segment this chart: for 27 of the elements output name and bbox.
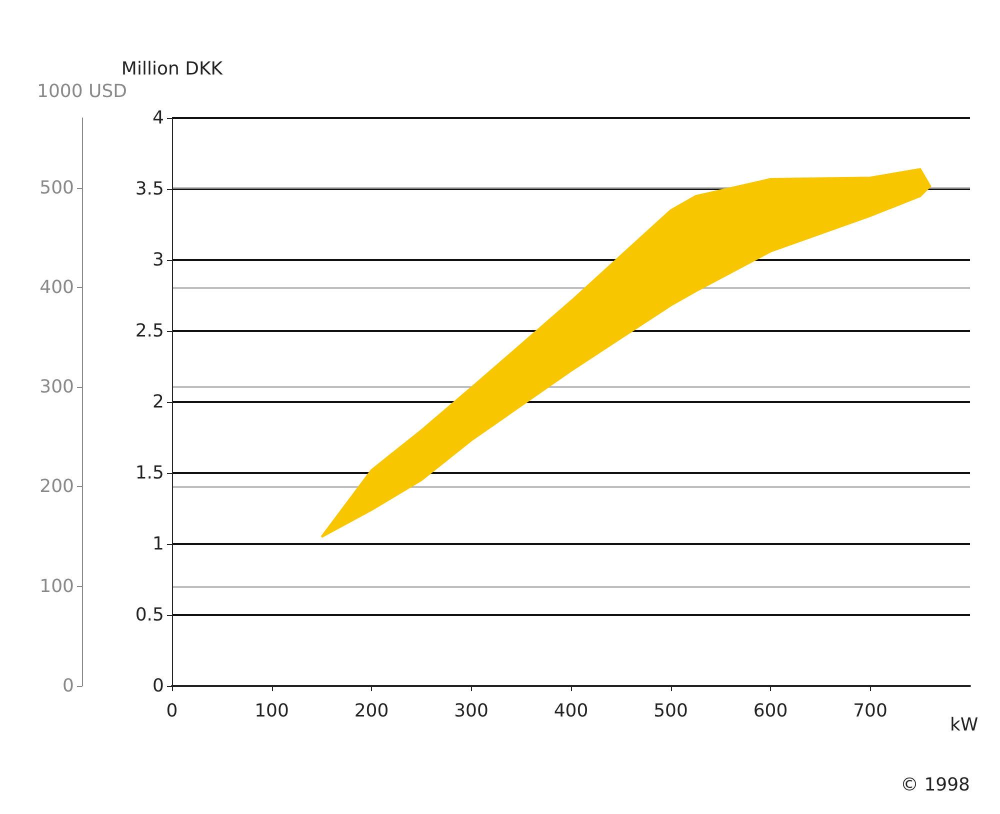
y-tick-label: 1 bbox=[152, 534, 164, 554]
y2-tick-label: 500 bbox=[40, 177, 74, 198]
x-tick-label: 200 bbox=[354, 700, 389, 722]
x-tick-label: 500 bbox=[654, 700, 688, 722]
y-tick-label: 4 bbox=[152, 108, 164, 128]
y-tick-label: 2 bbox=[152, 392, 164, 412]
y2-tick-label: 300 bbox=[40, 376, 74, 398]
y2-tick-label: 400 bbox=[40, 276, 74, 298]
y2-tick-label: 200 bbox=[40, 476, 74, 498]
x-tick-label: 700 bbox=[853, 700, 888, 722]
y2-axis-title: 1000 USD bbox=[37, 81, 127, 102]
x-tick-label: 300 bbox=[454, 700, 488, 722]
x-tick-label: 100 bbox=[254, 700, 289, 722]
x-tick-label: 0 bbox=[166, 700, 178, 722]
y-tick-label: 0 bbox=[152, 676, 164, 696]
text: © 1998 bbox=[900, 774, 970, 796]
y-tick-label: 1.5 bbox=[135, 462, 164, 484]
x-tick-label: 600 bbox=[753, 700, 788, 722]
y-tick-label: 3 bbox=[152, 250, 164, 270]
x-axis-title: kW bbox=[950, 714, 978, 736]
y-tick-label: 2.5 bbox=[135, 320, 164, 342]
y2-tick-label: 100 bbox=[40, 576, 74, 597]
x-tick-label: 400 bbox=[554, 700, 588, 722]
y-tick-label: 3.5 bbox=[135, 178, 164, 200]
y-axis-title: Million DKK bbox=[121, 58, 224, 80]
y-tick-label: 0.5 bbox=[135, 604, 164, 626]
y2-tick-label: 0 bbox=[62, 676, 74, 696]
